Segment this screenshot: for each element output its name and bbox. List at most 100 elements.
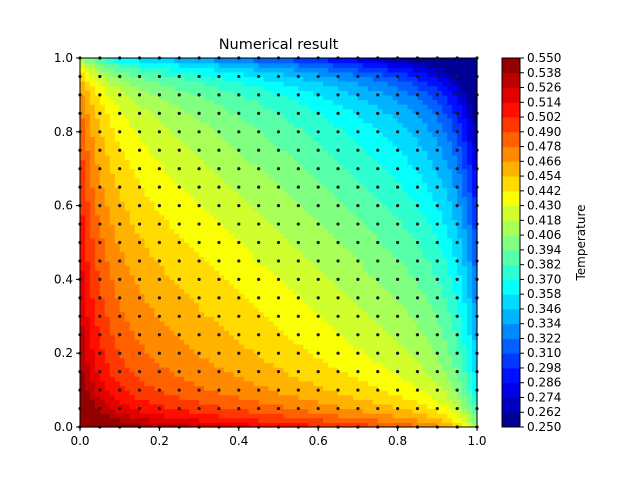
- contour-cell: [174, 127, 180, 133]
- contour-cell: [347, 311, 354, 317]
- contour-cell: [149, 399, 156, 405]
- contour-cell: [303, 274, 309, 280]
- contour-cell: [338, 131, 344, 138]
- contour-cell: [273, 293, 280, 299]
- contour-cell: [343, 76, 349, 82]
- contour-cell: [109, 274, 116, 280]
- contour-cell: [94, 394, 101, 400]
- contour-cell: [84, 219, 91, 225]
- contour-cell: [209, 417, 215, 423]
- contour-cell: [104, 367, 111, 373]
- contour-cell: [352, 260, 359, 267]
- contour-cell: [99, 182, 106, 188]
- contour-cell: [84, 385, 91, 391]
- contour-cell: [194, 311, 200, 317]
- contour-cell: [253, 251, 260, 257]
- contour-cell: [343, 205, 349, 211]
- contour-cell: [338, 108, 344, 114]
- contour-cell: [80, 325, 86, 331]
- contour-cell: [263, 200, 270, 207]
- contour-cell: [253, 205, 260, 211]
- contour-cell: [293, 256, 299, 262]
- contour-cell: [204, 371, 210, 377]
- contour-cell: [134, 408, 141, 414]
- contour-cell: [308, 136, 314, 142]
- contour-cell: [209, 251, 215, 257]
- contour-cell: [313, 214, 319, 221]
- contour-cell: [169, 85, 175, 91]
- contour-cell: [89, 85, 96, 91]
- contour-cell: [313, 71, 319, 78]
- contour-cell: [199, 302, 205, 308]
- contour-cell: [333, 145, 339, 151]
- contour-cell: [308, 85, 314, 91]
- contour-cell: [308, 94, 314, 101]
- contour-cell: [218, 127, 225, 133]
- contour-cell: [387, 293, 394, 299]
- contour-cell: [179, 219, 185, 225]
- contour-cell: [248, 353, 255, 359]
- contour-cell: [139, 380, 146, 387]
- contour-cell: [80, 187, 86, 193]
- contour-cell: [343, 385, 349, 391]
- contour-cell: [382, 90, 389, 96]
- contour-cell: [94, 320, 101, 327]
- contour-cell: [338, 339, 344, 345]
- contour-cell: [169, 237, 175, 244]
- contour-cell: [209, 390, 215, 396]
- contour-cell: [263, 325, 270, 331]
- contour-cell: [139, 362, 146, 368]
- contour-cell: [149, 122, 156, 128]
- contour-cell: [89, 58, 96, 64]
- contour-cell: [99, 325, 106, 331]
- contour-cell: [382, 390, 389, 396]
- contour-cell: [278, 270, 285, 276]
- contour-cell: [159, 403, 165, 410]
- contour-cell: [164, 85, 170, 91]
- contour-cell: [258, 256, 265, 262]
- contour-cell: [318, 237, 324, 244]
- contour-cell: [124, 297, 131, 304]
- contour-cell: [338, 311, 344, 317]
- contour-cell: [318, 159, 324, 165]
- contour-cell: [283, 99, 290, 105]
- contour-cell: [213, 394, 220, 400]
- contour-cell: [293, 390, 299, 396]
- contour-cell: [159, 122, 165, 128]
- contour-cell: [357, 307, 364, 313]
- contour-cell: [228, 214, 235, 221]
- contour-cell: [124, 237, 131, 244]
- contour-cell: [372, 297, 379, 304]
- contour-cell: [372, 99, 379, 105]
- contour-cell: [104, 214, 111, 221]
- contour-cell: [338, 76, 344, 82]
- contour-cell: [313, 403, 319, 410]
- contour-cell: [89, 113, 96, 119]
- contour-cell: [347, 177, 354, 184]
- contour-cell: [184, 371, 190, 377]
- contour-cell: [218, 380, 225, 387]
- contour-cell: [159, 256, 165, 262]
- contour-cell: [199, 284, 205, 290]
- contour-cell: [328, 422, 334, 428]
- contour-cell: [104, 164, 111, 170]
- contour-cell: [367, 117, 374, 124]
- contour-cell: [273, 251, 280, 257]
- contour-cell: [94, 159, 101, 165]
- contour-cell: [377, 311, 384, 317]
- contour-cell: [89, 307, 96, 313]
- contour-cell: [288, 94, 294, 101]
- contour-cell: [149, 233, 156, 239]
- contour-cell: [109, 191, 116, 197]
- contour-cell: [333, 367, 339, 373]
- contour-cell: [357, 108, 364, 114]
- contour-cell: [114, 284, 121, 290]
- contour-cell: [298, 187, 304, 193]
- contour-cell: [124, 94, 131, 101]
- contour-cell: [209, 90, 215, 96]
- contour-cell: [129, 233, 136, 239]
- contour-cell: [124, 200, 131, 207]
- contour-cell: [144, 399, 151, 405]
- contour-cell: [204, 214, 210, 221]
- contour-cell: [303, 307, 309, 313]
